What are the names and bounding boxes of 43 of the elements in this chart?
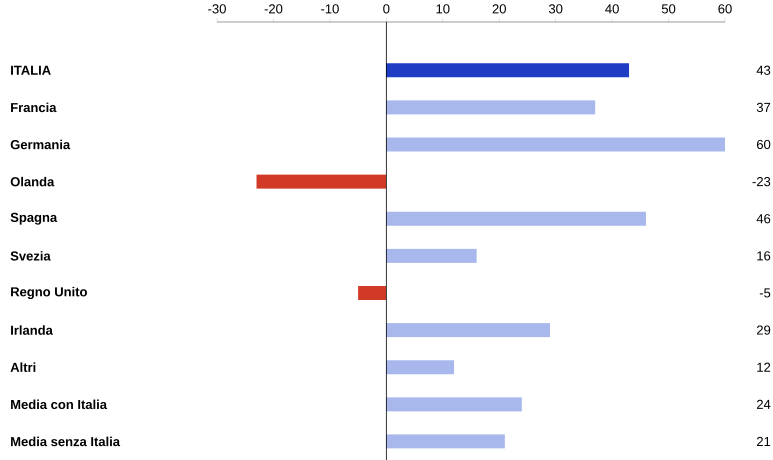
x-tick-label: -30 <box>208 4 226 14</box>
data-label: -5 <box>760 288 770 298</box>
y-tick-label: ITALIA <box>11 66 51 75</box>
data-label: 24 <box>756 400 770 409</box>
x-tick-label: 20 <box>492 4 506 14</box>
x-tick-label: 50 <box>662 4 676 14</box>
data-label: 12 <box>757 362 770 372</box>
y-tick-label: Altri <box>10 362 36 372</box>
x-tick-label: 60 <box>718 4 732 14</box>
x-tick-label: -20 <box>264 4 282 14</box>
bar <box>386 397 522 412</box>
x-tick-label: 0 <box>383 4 390 14</box>
data-label: 16 <box>757 251 770 260</box>
data-label: 43 <box>756 66 770 75</box>
y-tick-label: Irlanda <box>11 325 53 335</box>
y-tick-label: Regno Unito <box>11 286 87 300</box>
data-label: 37 <box>756 102 770 112</box>
x-tick-label: 10 <box>436 4 450 14</box>
bar <box>386 323 550 338</box>
bar <box>386 434 505 448</box>
data-label: 29 <box>756 325 770 335</box>
y-tick-label: Francia <box>11 102 57 112</box>
y-tick-label: Media senza Italia <box>11 436 120 446</box>
bar <box>386 137 725 152</box>
y-tick-label: Svezia <box>10 251 51 261</box>
x-tick-label: 40 <box>605 4 619 14</box>
data-label: -23 <box>752 177 770 186</box>
bar <box>386 212 646 226</box>
bar <box>386 248 477 263</box>
y-tick-label: Spagna <box>10 212 58 225</box>
bar <box>386 100 596 114</box>
data-label: 60 <box>756 140 770 150</box>
data-label: 21 <box>756 436 770 446</box>
bar <box>256 174 386 189</box>
y-tick-label: Olanda <box>10 176 54 186</box>
data-label: 46 <box>756 214 770 224</box>
y-tick-label: Media con Italia <box>11 400 108 410</box>
bar <box>386 63 630 78</box>
bar <box>358 286 386 300</box>
x-tick-label: -10 <box>321 4 339 14</box>
bar <box>386 360 454 374</box>
x-tick-label: 30 <box>548 4 562 14</box>
y-tick-label: Germania <box>10 140 70 150</box>
